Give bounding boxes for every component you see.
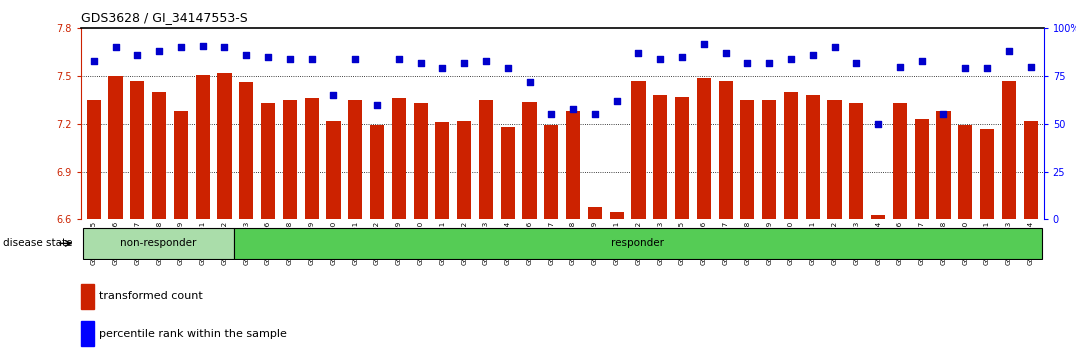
Text: responder: responder: [611, 238, 664, 249]
Point: [565, 106, 582, 112]
Bar: [675, 97, 689, 219]
Point: [891, 64, 908, 69]
Bar: [740, 100, 754, 219]
Point: [391, 56, 408, 62]
Point: [869, 121, 887, 127]
Point: [434, 65, 451, 71]
Bar: [653, 95, 667, 219]
Bar: [196, 75, 210, 219]
Bar: [457, 121, 471, 219]
Point: [739, 60, 756, 65]
Bar: [872, 215, 886, 219]
Bar: [566, 111, 580, 219]
Text: GDS3628 / GI_34147553-S: GDS3628 / GI_34147553-S: [81, 11, 247, 24]
Bar: [130, 81, 144, 219]
Bar: [893, 103, 907, 219]
Point: [412, 60, 429, 65]
Point: [521, 79, 538, 85]
Bar: [174, 111, 188, 219]
Bar: [239, 82, 253, 219]
Bar: [370, 125, 384, 219]
Point: [368, 102, 385, 108]
Bar: [544, 125, 558, 219]
Point: [826, 45, 844, 50]
Text: non-responder: non-responder: [121, 238, 197, 249]
Point: [542, 112, 560, 117]
Bar: [1023, 121, 1037, 219]
Bar: [283, 100, 297, 219]
Text: transformed count: transformed count: [99, 291, 202, 301]
Bar: [392, 98, 406, 219]
Bar: [849, 103, 863, 219]
Point: [455, 60, 472, 65]
Point: [107, 45, 124, 50]
Bar: [261, 103, 275, 219]
Point: [151, 48, 168, 54]
Point: [935, 112, 952, 117]
Bar: [305, 98, 318, 219]
Bar: [697, 78, 711, 219]
Bar: [784, 92, 798, 219]
Point: [761, 60, 778, 65]
Bar: [87, 100, 101, 219]
Point: [478, 58, 495, 64]
Point: [957, 65, 974, 71]
Point: [1001, 48, 1018, 54]
Bar: [479, 100, 493, 219]
Point: [85, 58, 102, 64]
Bar: [109, 76, 123, 219]
Point: [303, 56, 321, 62]
Point: [172, 45, 189, 50]
Point: [259, 54, 277, 60]
Point: [608, 98, 625, 104]
Bar: [936, 111, 950, 219]
Text: disease state: disease state: [3, 238, 73, 249]
Point: [848, 60, 865, 65]
Bar: [915, 119, 929, 219]
Point: [914, 58, 931, 64]
Point: [586, 112, 604, 117]
Bar: [235, 228, 1042, 258]
Point: [499, 65, 516, 71]
Text: percentile rank within the sample: percentile rank within the sample: [99, 329, 286, 339]
Bar: [827, 100, 841, 219]
Bar: [436, 122, 450, 219]
Bar: [500, 127, 514, 219]
Point: [238, 52, 255, 58]
Bar: [217, 73, 231, 219]
Bar: [326, 121, 340, 219]
Point: [695, 41, 712, 46]
Point: [325, 92, 342, 98]
Bar: [81, 284, 94, 309]
Bar: [81, 321, 94, 346]
Bar: [632, 81, 646, 219]
Point: [1022, 64, 1039, 69]
Bar: [959, 125, 973, 219]
Point: [281, 56, 298, 62]
Point: [629, 50, 647, 56]
Point: [978, 65, 995, 71]
Bar: [83, 228, 235, 258]
Bar: [523, 102, 537, 219]
Bar: [349, 100, 363, 219]
Point: [652, 56, 669, 62]
Bar: [610, 211, 624, 219]
Point: [717, 50, 734, 56]
Point: [674, 54, 691, 60]
Point: [129, 52, 146, 58]
Bar: [806, 95, 820, 219]
Bar: [719, 81, 733, 219]
Bar: [413, 103, 427, 219]
Bar: [980, 129, 994, 219]
Point: [194, 43, 211, 48]
Bar: [1002, 81, 1016, 219]
Point: [346, 56, 364, 62]
Point: [782, 56, 799, 62]
Point: [804, 52, 821, 58]
Point: [216, 45, 233, 50]
Bar: [152, 92, 166, 219]
Bar: [762, 100, 776, 219]
Bar: [587, 207, 601, 219]
